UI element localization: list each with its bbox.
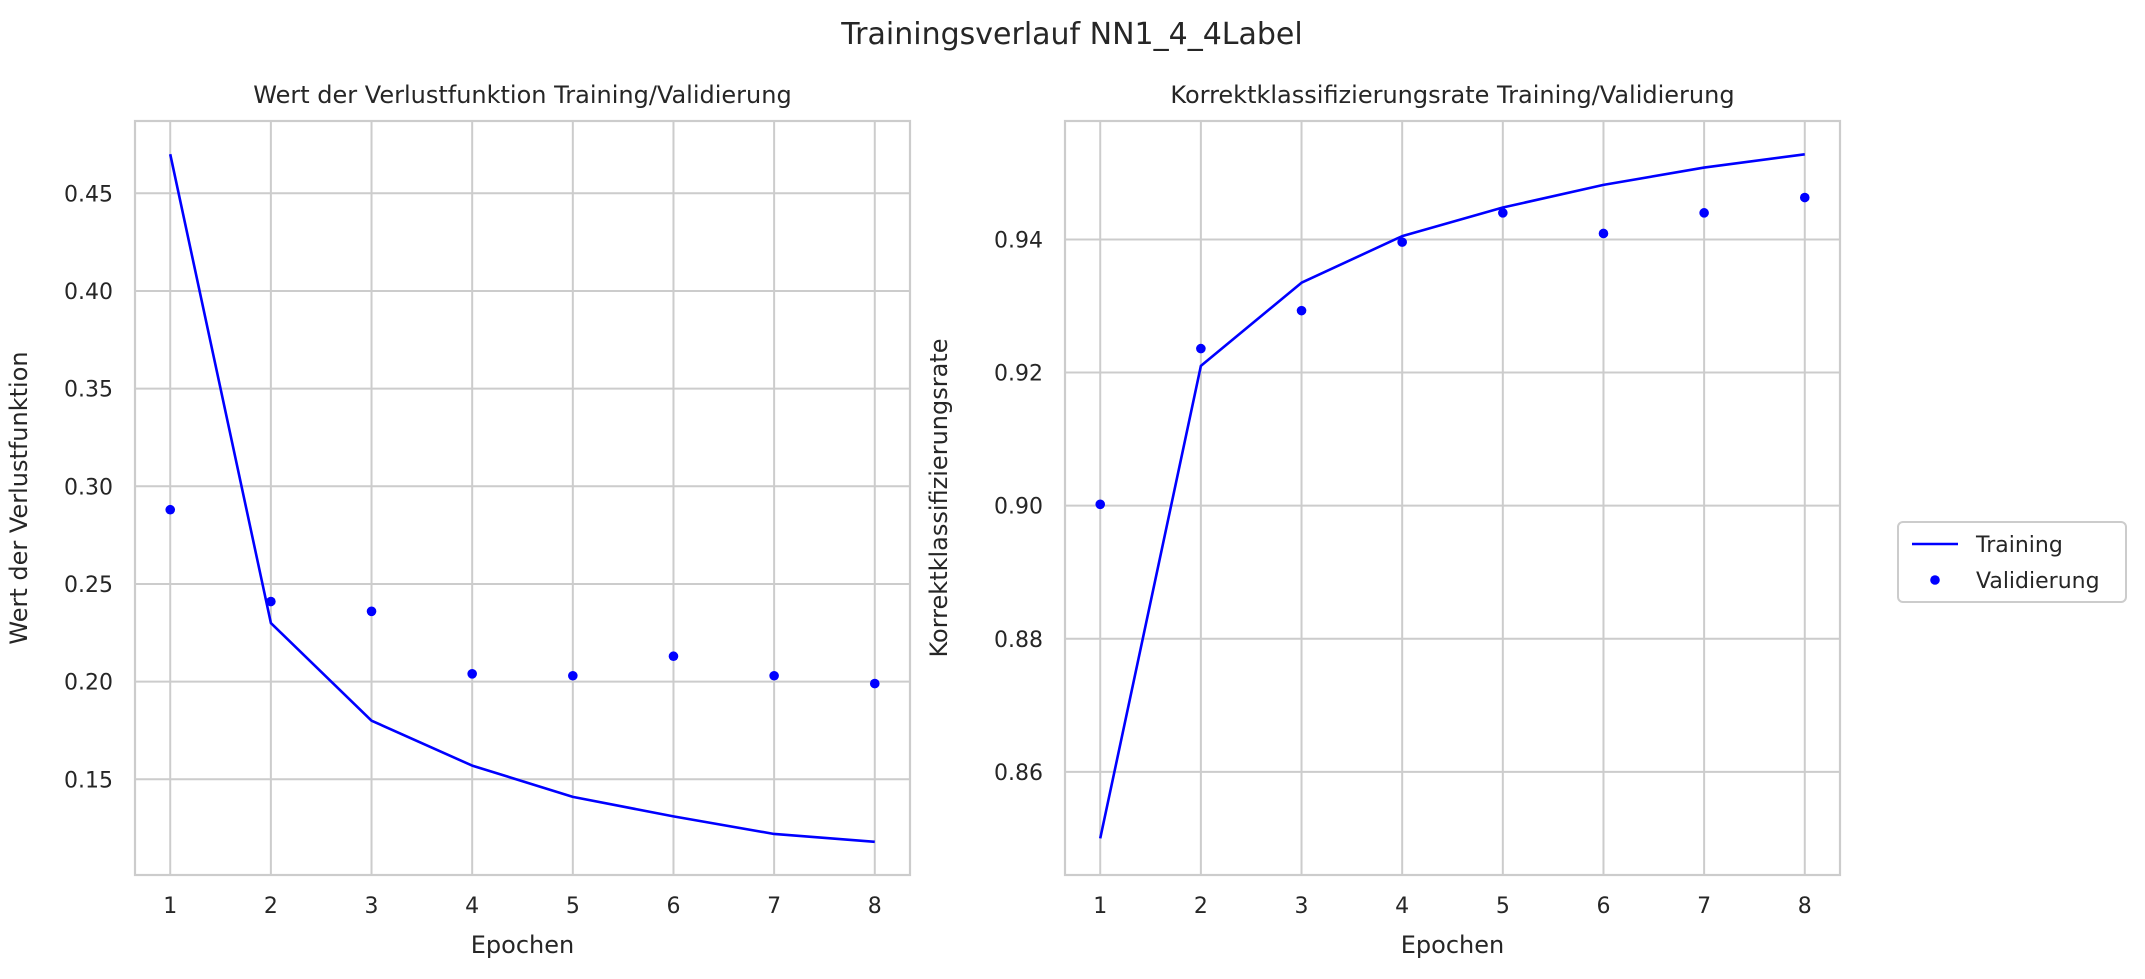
subplot-title: Korrektklassifizierungsrate Training/Val… bbox=[1170, 81, 1734, 109]
validation-point bbox=[1095, 499, 1106, 510]
x-tick-label: 7 bbox=[767, 894, 781, 919]
x-tick-label: 6 bbox=[1596, 894, 1610, 919]
x-tick-label: 5 bbox=[566, 894, 580, 919]
validation-point bbox=[266, 596, 276, 607]
x-tick-label: 4 bbox=[465, 894, 479, 919]
plot-frame bbox=[1063, 119, 1842, 877]
legend-label: Validierung bbox=[1976, 569, 2100, 594]
y-tick-label: 0.35 bbox=[64, 378, 113, 403]
validation-point bbox=[1296, 305, 1307, 316]
series-line-training bbox=[1098, 152, 1805, 839]
x-tick-label: 1 bbox=[1093, 894, 1107, 919]
x-tick-label: 8 bbox=[868, 894, 882, 919]
x-tick-label: 5 bbox=[1496, 894, 1510, 919]
y-tick-label: 0.86 bbox=[994, 761, 1043, 786]
validation-point bbox=[1196, 343, 1206, 354]
y-tick-label: 0.45 bbox=[64, 182, 113, 207]
series-line-training bbox=[168, 153, 875, 844]
validation-point bbox=[165, 504, 176, 515]
y-tick-label: 0.30 bbox=[64, 475, 113, 500]
validation-point bbox=[668, 651, 679, 662]
y-tick-label: 0.88 bbox=[994, 628, 1043, 653]
y-axis-label: Korrektklassifizierungsrate bbox=[925, 339, 953, 658]
validation-point bbox=[467, 669, 477, 679]
x-tick-label: 6 bbox=[666, 894, 680, 919]
validation-point bbox=[568, 670, 578, 681]
subplot-title: Wert der Verlustfunktion Training/Validi… bbox=[253, 81, 791, 109]
x-axis-label: Epochen bbox=[471, 931, 574, 959]
validation-point bbox=[1699, 208, 1709, 218]
validation-point bbox=[769, 670, 779, 681]
y-tick-label: 0.40 bbox=[64, 280, 113, 305]
validation-point bbox=[366, 606, 377, 617]
x-tick-label: 2 bbox=[1194, 894, 1208, 919]
x-tick-label: 8 bbox=[1798, 894, 1812, 919]
validation-point bbox=[1598, 228, 1609, 239]
y-tick-label: 0.15 bbox=[64, 768, 113, 793]
x-tick-label: 3 bbox=[1295, 894, 1309, 919]
legend-marker-swatch bbox=[1930, 575, 1940, 585]
x-tick-label: 4 bbox=[1395, 894, 1409, 919]
legend-label: Training bbox=[1975, 533, 2063, 558]
y-tick-label: 0.92 bbox=[994, 362, 1043, 387]
validation-point bbox=[1498, 208, 1508, 218]
x-tick-label: 1 bbox=[163, 894, 177, 919]
subplot-1: 1 2 3 4 5 6 7 8 0.15 0.20 0.25 0.30 0.35 0.40 0.45 Wert… bbox=[5, 81, 912, 959]
x-tick-label: 2 bbox=[264, 894, 278, 919]
plot-frame bbox=[133, 119, 912, 877]
validation-point bbox=[1397, 237, 1407, 247]
validation-point bbox=[1799, 192, 1810, 203]
y-tick-label: 0.94 bbox=[994, 228, 1043, 253]
validation-point bbox=[869, 678, 880, 689]
y-tick-label: 0.25 bbox=[64, 573, 113, 598]
legend: Training Validierung bbox=[1897, 521, 2127, 603]
x-axis-label: Epochen bbox=[1401, 931, 1504, 959]
x-tick-label: 3 bbox=[365, 894, 379, 919]
y-tick-label: 0.20 bbox=[64, 671, 113, 696]
subplot-2: 1 2 3 4 5 6 7 8 0.86 0.88 0.90 0.92 0.94 Korrektklass… bbox=[925, 81, 1842, 959]
figure-title: Trainingsverlauf NN1_4_4Label bbox=[840, 17, 1302, 52]
legend-frame bbox=[1897, 521, 2127, 603]
x-tick-label: 7 bbox=[1697, 894, 1711, 919]
y-tick-label: 0.90 bbox=[994, 495, 1043, 520]
y-axis-label: Wert der Verlustfunktion bbox=[5, 351, 33, 644]
